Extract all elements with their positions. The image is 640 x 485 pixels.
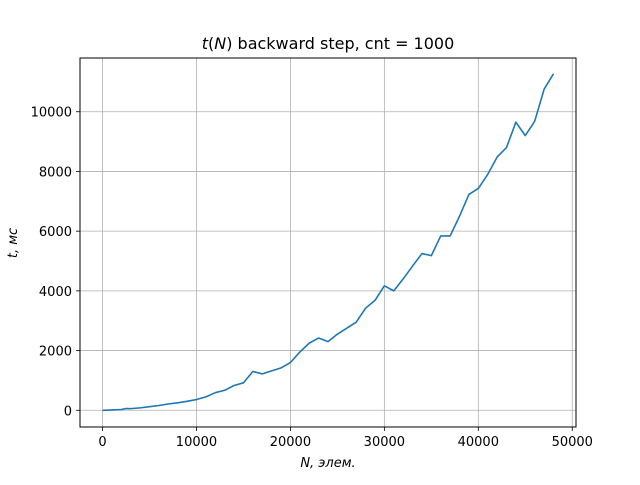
x-axis-ticks: 0 10000 20000 30000 40000 50000 bbox=[98, 427, 593, 450]
x-tick-label: 10000 bbox=[176, 435, 217, 450]
grid bbox=[80, 58, 576, 427]
x-tick-label: 0 bbox=[98, 435, 106, 450]
plot-area-frame bbox=[79, 57, 577, 428]
x-tick-label: 50000 bbox=[552, 435, 593, 450]
x-tick-label: 40000 bbox=[458, 435, 499, 450]
y-tick-label: 8000 bbox=[39, 165, 72, 180]
y-axis-ticks: 0 2000 4000 6000 8000 10000 bbox=[31, 106, 80, 419]
series-line bbox=[102, 73, 555, 412]
y-axis-label: t, мс bbox=[6, 228, 21, 258]
y-tick-label: 6000 bbox=[39, 225, 72, 240]
x-axis-label: N, элем. bbox=[300, 456, 355, 471]
x-tick-label: 30000 bbox=[364, 435, 405, 450]
y-tick-label: 10000 bbox=[31, 106, 72, 121]
y-tick-label: 4000 bbox=[39, 285, 72, 300]
series-layer bbox=[102, 73, 555, 412]
x-tick-label: 20000 bbox=[270, 435, 311, 450]
y-tick-label: 2000 bbox=[39, 345, 72, 360]
chart-title: t(N) backward step, cnt = 1000 bbox=[202, 34, 455, 53]
y-tick-label: 0 bbox=[64, 404, 72, 419]
